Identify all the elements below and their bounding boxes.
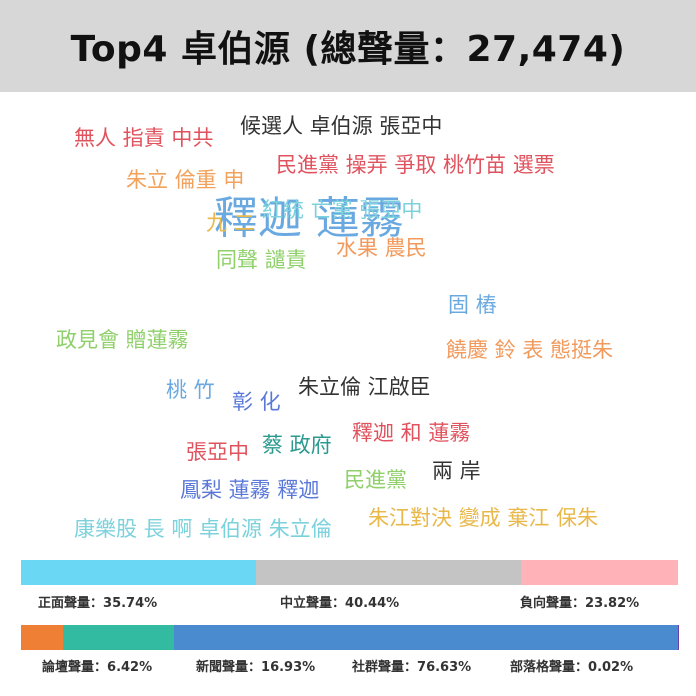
bar-label-separator: ： <box>248 660 262 675</box>
word-cloud-term: 饒慶 鈴 表 態挺朱 <box>446 338 614 362</box>
bar-label-name: 社群聲量 <box>352 660 405 675</box>
bar-label: 部落格聲量：0.02% <box>510 661 633 674</box>
bar-label-separator: ： <box>94 660 108 675</box>
source-bar-segment <box>63 625 175 650</box>
word-cloud-term: 桃 竹 <box>166 378 215 402</box>
bar-label-separator: ： <box>404 660 418 675</box>
bar-label: 論壇聲量：6.42% <box>42 661 152 674</box>
sentiment-bar-segment <box>521 560 678 585</box>
word-cloud-term: 兩 岸 <box>432 459 481 483</box>
word-cloud-term: 彰 化 <box>232 390 281 414</box>
word-cloud-term: 九 二 <box>206 211 255 235</box>
source-bar-segment <box>21 625 64 650</box>
word-cloud-term: 康樂股 長 啊 卓伯源 朱立倫 <box>74 517 332 541</box>
sentiment-bar <box>21 560 678 585</box>
word-cloud-term: 釋迦 和 蓮霧 <box>352 421 471 445</box>
word-cloud-term: 紅統 亡黨 張亞中 <box>262 198 423 222</box>
bar-label-separator: ： <box>575 660 589 675</box>
bar-label-name: 論壇聲量 <box>42 660 95 675</box>
word-cloud-term: 釋迦 蓮霧 <box>214 193 404 244</box>
bar-label-value: 35.74% <box>103 596 158 611</box>
word-cloud-term: 水果 農民 <box>336 236 427 260</box>
bar-label: 中立聲量：40.44% <box>280 597 399 610</box>
word-cloud-term: 民進黨 <box>344 468 407 492</box>
word-cloud-term: 同聲 譴責 <box>216 248 307 272</box>
bar-label-value: 0.02% <box>588 660 634 675</box>
bar-label: 負向聲量：23.82% <box>520 597 639 610</box>
bar-label-separator: ： <box>572 596 586 611</box>
bar-label: 新聞聲量：16.93% <box>196 661 315 674</box>
bar-label: 正面聲量：35.74% <box>38 597 157 610</box>
header-banner: Top4 卓伯源 (總聲量：27,474) <box>0 0 696 92</box>
word-cloud-term: 朱江對決 變成 棄江 保朱 <box>368 506 599 530</box>
word-cloud-term: 無人 指責 中共 <box>74 126 214 150</box>
word-cloud-term: 鳳梨 蓮霧 釋迦 <box>180 478 320 502</box>
source-bar-segment <box>174 625 678 650</box>
word-cloud-term: 朱立 倫重 申 <box>126 168 245 192</box>
word-cloud-term: 固 樁 <box>448 293 497 317</box>
bar-label-value: 16.93% <box>261 660 316 675</box>
bar-label-name: 部落格聲量 <box>510 660 576 675</box>
word-cloud-term: 政見會 贈蓮霧 <box>56 328 189 352</box>
bar-label-separator: ： <box>90 596 104 611</box>
bar-label-separator: ： <box>332 596 346 611</box>
bar-label-value: 6.42% <box>107 660 153 675</box>
word-cloud-term: 蔡 政府 <box>262 433 332 457</box>
sentiment-bar-segment <box>255 560 522 585</box>
word-cloud-term: 朱立倫 江啟臣 <box>298 375 431 399</box>
word-cloud-term: 張亞中 <box>186 440 249 464</box>
bar-label-name: 負向聲量 <box>520 596 573 611</box>
bar-label-name: 中立聲量 <box>280 596 333 611</box>
bar-label-value: 40.44% <box>345 596 400 611</box>
source-bar <box>21 625 678 650</box>
word-cloud: 釋迦 蓮霧 候選人 卓伯源 張亞中無人 指責 中共民進黨 操弄 爭取 桃竹苗 選票… <box>0 92 696 550</box>
sentiment-bar-segment <box>21 560 256 585</box>
bar-label-value: 76.63% <box>417 660 472 675</box>
bar-label-name: 正面聲量 <box>38 596 91 611</box>
word-cloud-term: 候選人 卓伯源 張亞中 <box>240 114 443 138</box>
bar-label-value: 23.82% <box>585 596 640 611</box>
page-title: Top4 卓伯源 (總聲量：27,474) <box>70 29 626 70</box>
bar-label-name: 新聞聲量 <box>196 660 249 675</box>
word-cloud-term: 民進黨 操弄 爭取 桃竹苗 選票 <box>276 153 555 177</box>
bar-label: 社群聲量：76.63% <box>352 661 471 674</box>
